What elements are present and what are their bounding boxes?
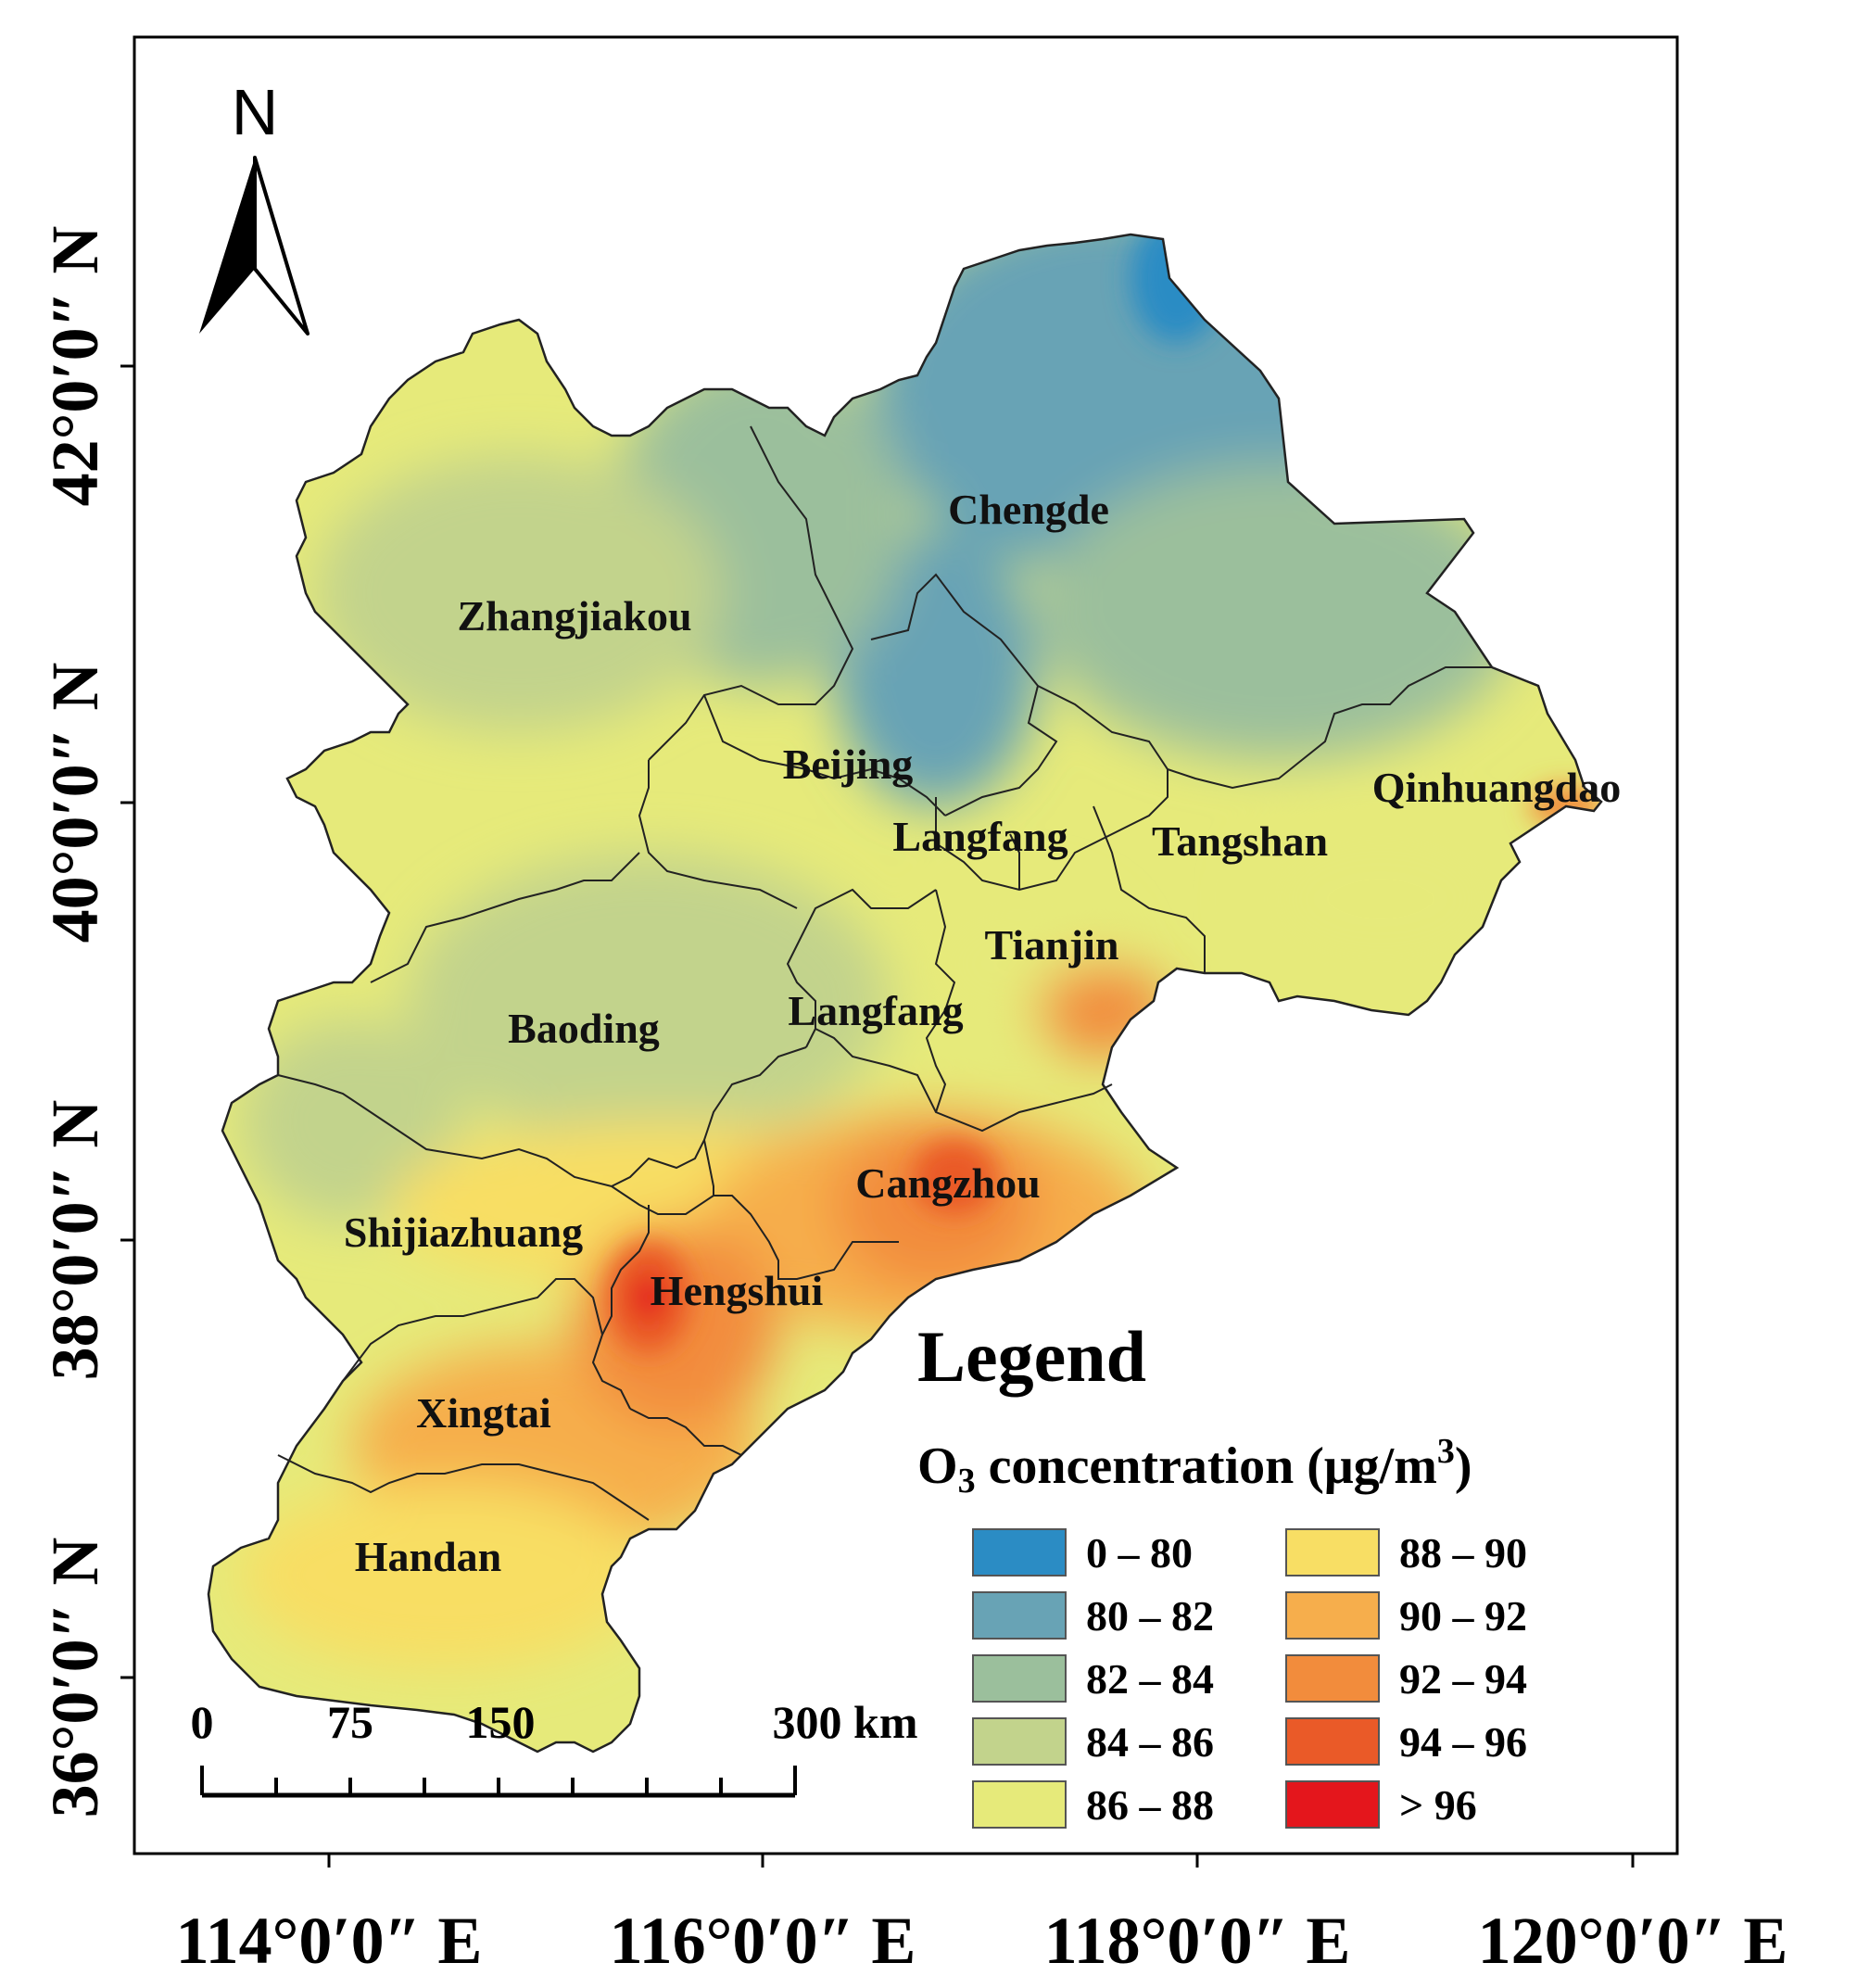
boundary-baoding-north <box>638 760 798 909</box>
zone-84-86-sjz <box>241 1019 463 1223</box>
legend-label: 88 – 90 <box>1399 1529 1527 1576</box>
scale-label-300: 300 km <box>773 1696 918 1748</box>
lon-label-116: 116°0′0″ E <box>610 1904 916 1978</box>
boundary-cangzhou-north <box>815 1028 1113 1133</box>
boundary-chengde-south <box>1037 666 1492 790</box>
legend: Legend O3 concentration (μg/m3) 0 – 8080… <box>917 1316 1527 1829</box>
legend-swatch <box>972 1780 1067 1829</box>
legend-subtitle: O3 concentration (μg/m3) <box>917 1432 1472 1500</box>
lat-label-40: 40°0′0″ N <box>38 663 112 943</box>
boundary-sjz-hengshui <box>591 1205 650 1410</box>
boundary-beijing-west <box>703 694 946 817</box>
legend-label: 0 – 80 <box>1086 1529 1193 1576</box>
region-outline <box>207 233 1603 1754</box>
legend-subtitle-mid: concentration (μg/m <box>976 1437 1437 1495</box>
legend-items: 0 – 80 80 – 82 82 – 84 84 – 86 86 – 88 88 – 9… <box>972 1528 1527 1829</box>
legend-swatch <box>1285 1654 1380 1703</box>
lon-label-114: 114°0′0″ E <box>176 1904 483 1978</box>
boundary-hengshui-xingtai <box>629 1408 742 1456</box>
boundary-langfang-north-inner <box>1009 833 1020 890</box>
lon-labels: 114°0′0″ E 116°0′0″ E 118°0′0″ E 120°0′0… <box>176 1904 1788 1978</box>
north-arrow-right-half <box>253 156 310 336</box>
legend-swatch <box>1285 1780 1380 1829</box>
boundary-langfang-north <box>935 769 1169 892</box>
boundary-sjz-xingtai <box>342 1278 603 1382</box>
city-label-shijiazhuang: Shijiazhuang <box>344 1209 583 1256</box>
boundary-baoding-zhangjiakou <box>370 852 640 983</box>
boundary-tianjin-west <box>925 889 956 1113</box>
legend-swatch <box>1285 1528 1380 1576</box>
legend-swatch <box>972 1591 1067 1640</box>
zone-94-96-cangzhou <box>913 1140 996 1214</box>
boundary-hengshui-cangzhou-link <box>703 1139 714 1196</box>
boundary-baoding-sjz <box>277 1074 613 1187</box>
lat-label-42: 42°0′0″ N <box>38 226 112 507</box>
legend-swatch <box>972 1717 1067 1766</box>
zone-84-86-zhangjiakou <box>315 454 723 732</box>
legend-swatch <box>1285 1717 1380 1766</box>
scale-bar-ticks <box>200 1766 797 1795</box>
city-label-chengde: Chengde <box>948 486 1109 533</box>
zone-82-84-east <box>1038 463 1520 760</box>
city-boundaries <box>277 425 1492 1521</box>
scale-label-0: 0 <box>191 1696 214 1748</box>
lon-label-118: 118°0′0″ E <box>1044 1904 1351 1978</box>
zone-gt96-hengshui <box>632 1275 665 1320</box>
lon-label-120: 120°0′0″ E <box>1478 1904 1788 1978</box>
legend-swatch <box>1285 1591 1380 1640</box>
zone-84-86-baoding <box>408 853 890 1149</box>
city-label-tianjin: Tianjin <box>985 921 1119 969</box>
legend-label: 86 – 88 <box>1086 1781 1214 1829</box>
boundary-xingtai-handan <box>277 1454 650 1521</box>
north-arrow-left-half <box>199 158 255 334</box>
legend-label: 82 – 84 <box>1086 1655 1214 1703</box>
north-arrow-label: N <box>232 76 279 148</box>
legend-label: > 96 <box>1399 1781 1477 1829</box>
zone-86-88-tangshan <box>1251 816 1510 982</box>
legend-swatch <box>972 1654 1067 1703</box>
legend-label: 80 – 82 <box>1086 1592 1214 1640</box>
city-label-zhangjiakou: Zhangjiakou <box>457 592 691 639</box>
north-arrow: N <box>199 76 310 336</box>
city-label-tangshan: Tangshan <box>1152 817 1328 865</box>
city-label-beijing: Beijing <box>783 741 914 788</box>
city-label-langfang-north: Langfang <box>892 813 1067 860</box>
lat-label-36: 36°0′0″ N <box>38 1538 112 1818</box>
boundary-hengshui-north <box>611 1185 899 1280</box>
city-label-langfang-south: Langfang <box>788 987 963 1034</box>
scale-label-75: 75 <box>327 1696 373 1748</box>
city-label-qinhuangdao: Qinhuangdao <box>1372 764 1621 811</box>
legend-title: Legend <box>917 1316 1146 1397</box>
city-label-hengshui: Hengshui <box>651 1267 824 1314</box>
legend-label: 92 – 94 <box>1399 1655 1527 1703</box>
legend-subtitle-sup: 3 <box>1437 1432 1455 1471</box>
boundary-tianjin-tangshan <box>1093 805 1206 973</box>
city-labels: Zhangjiakou Chengde Beijing Langfang Tan… <box>344 486 1621 1580</box>
scale-label-150: 150 <box>466 1696 536 1748</box>
legend-label: 90 – 92 <box>1399 1592 1527 1640</box>
legend-subtitle-end: ) <box>1455 1437 1472 1495</box>
city-label-handan: Handan <box>355 1533 502 1580</box>
legend-label: 84 – 86 <box>1086 1718 1214 1766</box>
frame-ticks <box>120 364 1635 1868</box>
lat-labels: 42°0′0″ N 40°0′0″ N 38°0′0″ N 36°0′0″ N <box>38 226 112 1818</box>
city-label-baoding: Baoding <box>508 1005 660 1052</box>
scale-bar: 0 75 150 300 km <box>191 1696 918 1798</box>
city-label-cangzhou: Cangzhou <box>855 1159 1040 1207</box>
legend-label: 94 – 96 <box>1399 1718 1527 1766</box>
lat-label-38: 38°0′0″ N <box>38 1100 112 1381</box>
legend-subtitle-prefix: O <box>917 1437 958 1495</box>
city-label-xingtai: Xingtai <box>416 1389 551 1437</box>
boundary-langfang-south-west <box>786 888 937 1048</box>
legend-subtitle-sub: 3 <box>958 1462 976 1500</box>
zone-88-90-handan <box>241 1483 649 1668</box>
legend-swatch <box>972 1528 1067 1576</box>
